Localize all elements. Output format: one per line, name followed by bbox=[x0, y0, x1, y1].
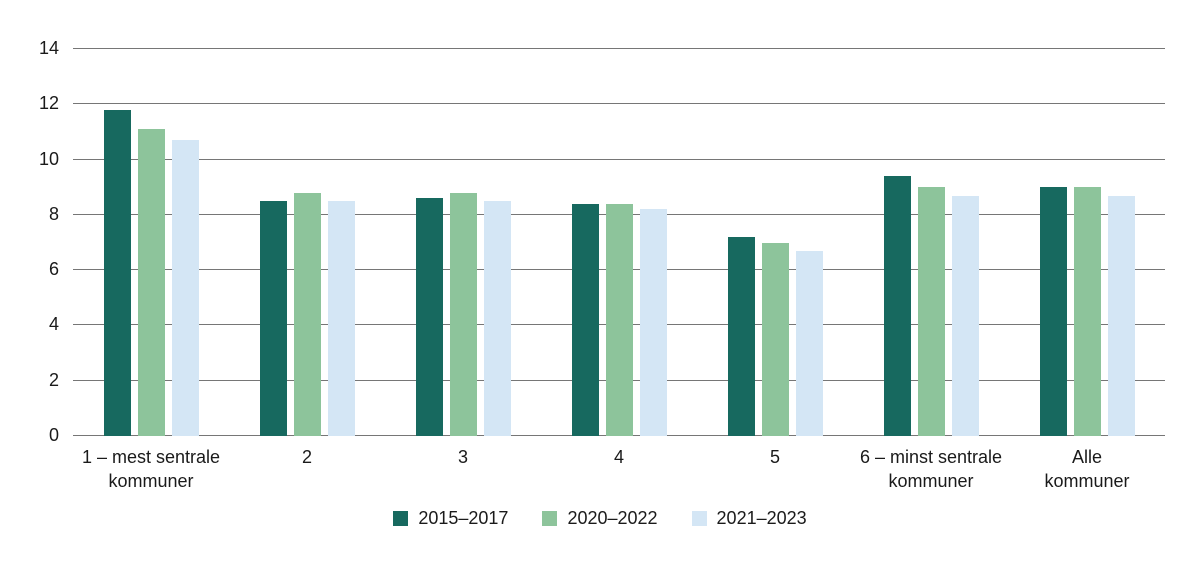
x-tick-label: 3 bbox=[457, 447, 468, 467]
legend-swatch bbox=[691, 511, 707, 526]
bar bbox=[761, 242, 789, 436]
y-tick-label: 10 bbox=[38, 148, 59, 169]
y-tick-label: 14 bbox=[38, 38, 59, 59]
y-tick-label: 4 bbox=[48, 314, 59, 335]
bar-group bbox=[73, 49, 229, 436]
bar bbox=[727, 236, 755, 436]
bar bbox=[259, 201, 287, 436]
bar bbox=[605, 203, 633, 436]
bar bbox=[137, 129, 165, 436]
legend-item: 2020–2022 bbox=[542, 508, 658, 529]
x-tick-label: 5 bbox=[769, 447, 780, 467]
bar-group bbox=[853, 49, 1009, 436]
bar bbox=[571, 203, 599, 436]
bar bbox=[951, 195, 979, 436]
gridline: 14 bbox=[39, 39, 1165, 57]
x-axis: 1 – mest sentrale kommuner 2 3 4 5 6 – minst … bbox=[73, 445, 1165, 493]
x-tick-label: 4 bbox=[613, 447, 624, 467]
bar-group bbox=[541, 49, 697, 436]
y-tick-label: 12 bbox=[38, 93, 59, 114]
bar bbox=[293, 192, 321, 436]
bar-group bbox=[1009, 49, 1165, 436]
bar bbox=[1073, 187, 1101, 436]
y-tick-label: 2 bbox=[48, 369, 59, 390]
bar-group bbox=[697, 49, 853, 436]
legend-swatch bbox=[542, 511, 558, 526]
plot-area: 0 2 4 6 8 10 12 14 bbox=[39, 39, 1165, 444]
bar bbox=[917, 187, 945, 436]
legend-label: 2020–2022 bbox=[567, 508, 658, 528]
bar-group bbox=[385, 49, 541, 436]
bar bbox=[1039, 187, 1067, 436]
legend-label: 2015–2017 bbox=[418, 508, 509, 528]
x-tick-label: 1 – mest sentrale kommuner bbox=[81, 447, 221, 491]
y-tick-label: 0 bbox=[48, 425, 59, 446]
x-tick-label: Alle kommuner bbox=[1044, 447, 1130, 491]
gridline: 10 bbox=[39, 150, 1165, 168]
bar bbox=[103, 109, 131, 436]
legend-item: 2021–2023 bbox=[691, 508, 807, 529]
bar bbox=[483, 201, 511, 436]
bar bbox=[415, 198, 443, 436]
bar bbox=[171, 140, 199, 436]
legend-swatch bbox=[393, 511, 409, 526]
gridline: 12 bbox=[39, 94, 1165, 112]
y-tick-label: 8 bbox=[48, 203, 59, 224]
x-tick-label: 6 – minst sentrale kommuner bbox=[859, 447, 1003, 491]
bar bbox=[795, 250, 823, 436]
x-tick-label: 2 bbox=[301, 447, 312, 467]
bar bbox=[883, 176, 911, 436]
legend-label: 2021–2023 bbox=[716, 508, 807, 528]
bar bbox=[1107, 195, 1135, 436]
bar bbox=[327, 201, 355, 436]
legend-item: 2015–2017 bbox=[393, 508, 508, 529]
legend: 2015–2017 2020–2022 2021–2023 bbox=[0, 508, 1200, 529]
bar bbox=[449, 192, 477, 436]
y-tick-label: 6 bbox=[48, 259, 59, 280]
bar-group bbox=[229, 49, 385, 436]
bar bbox=[639, 209, 667, 436]
